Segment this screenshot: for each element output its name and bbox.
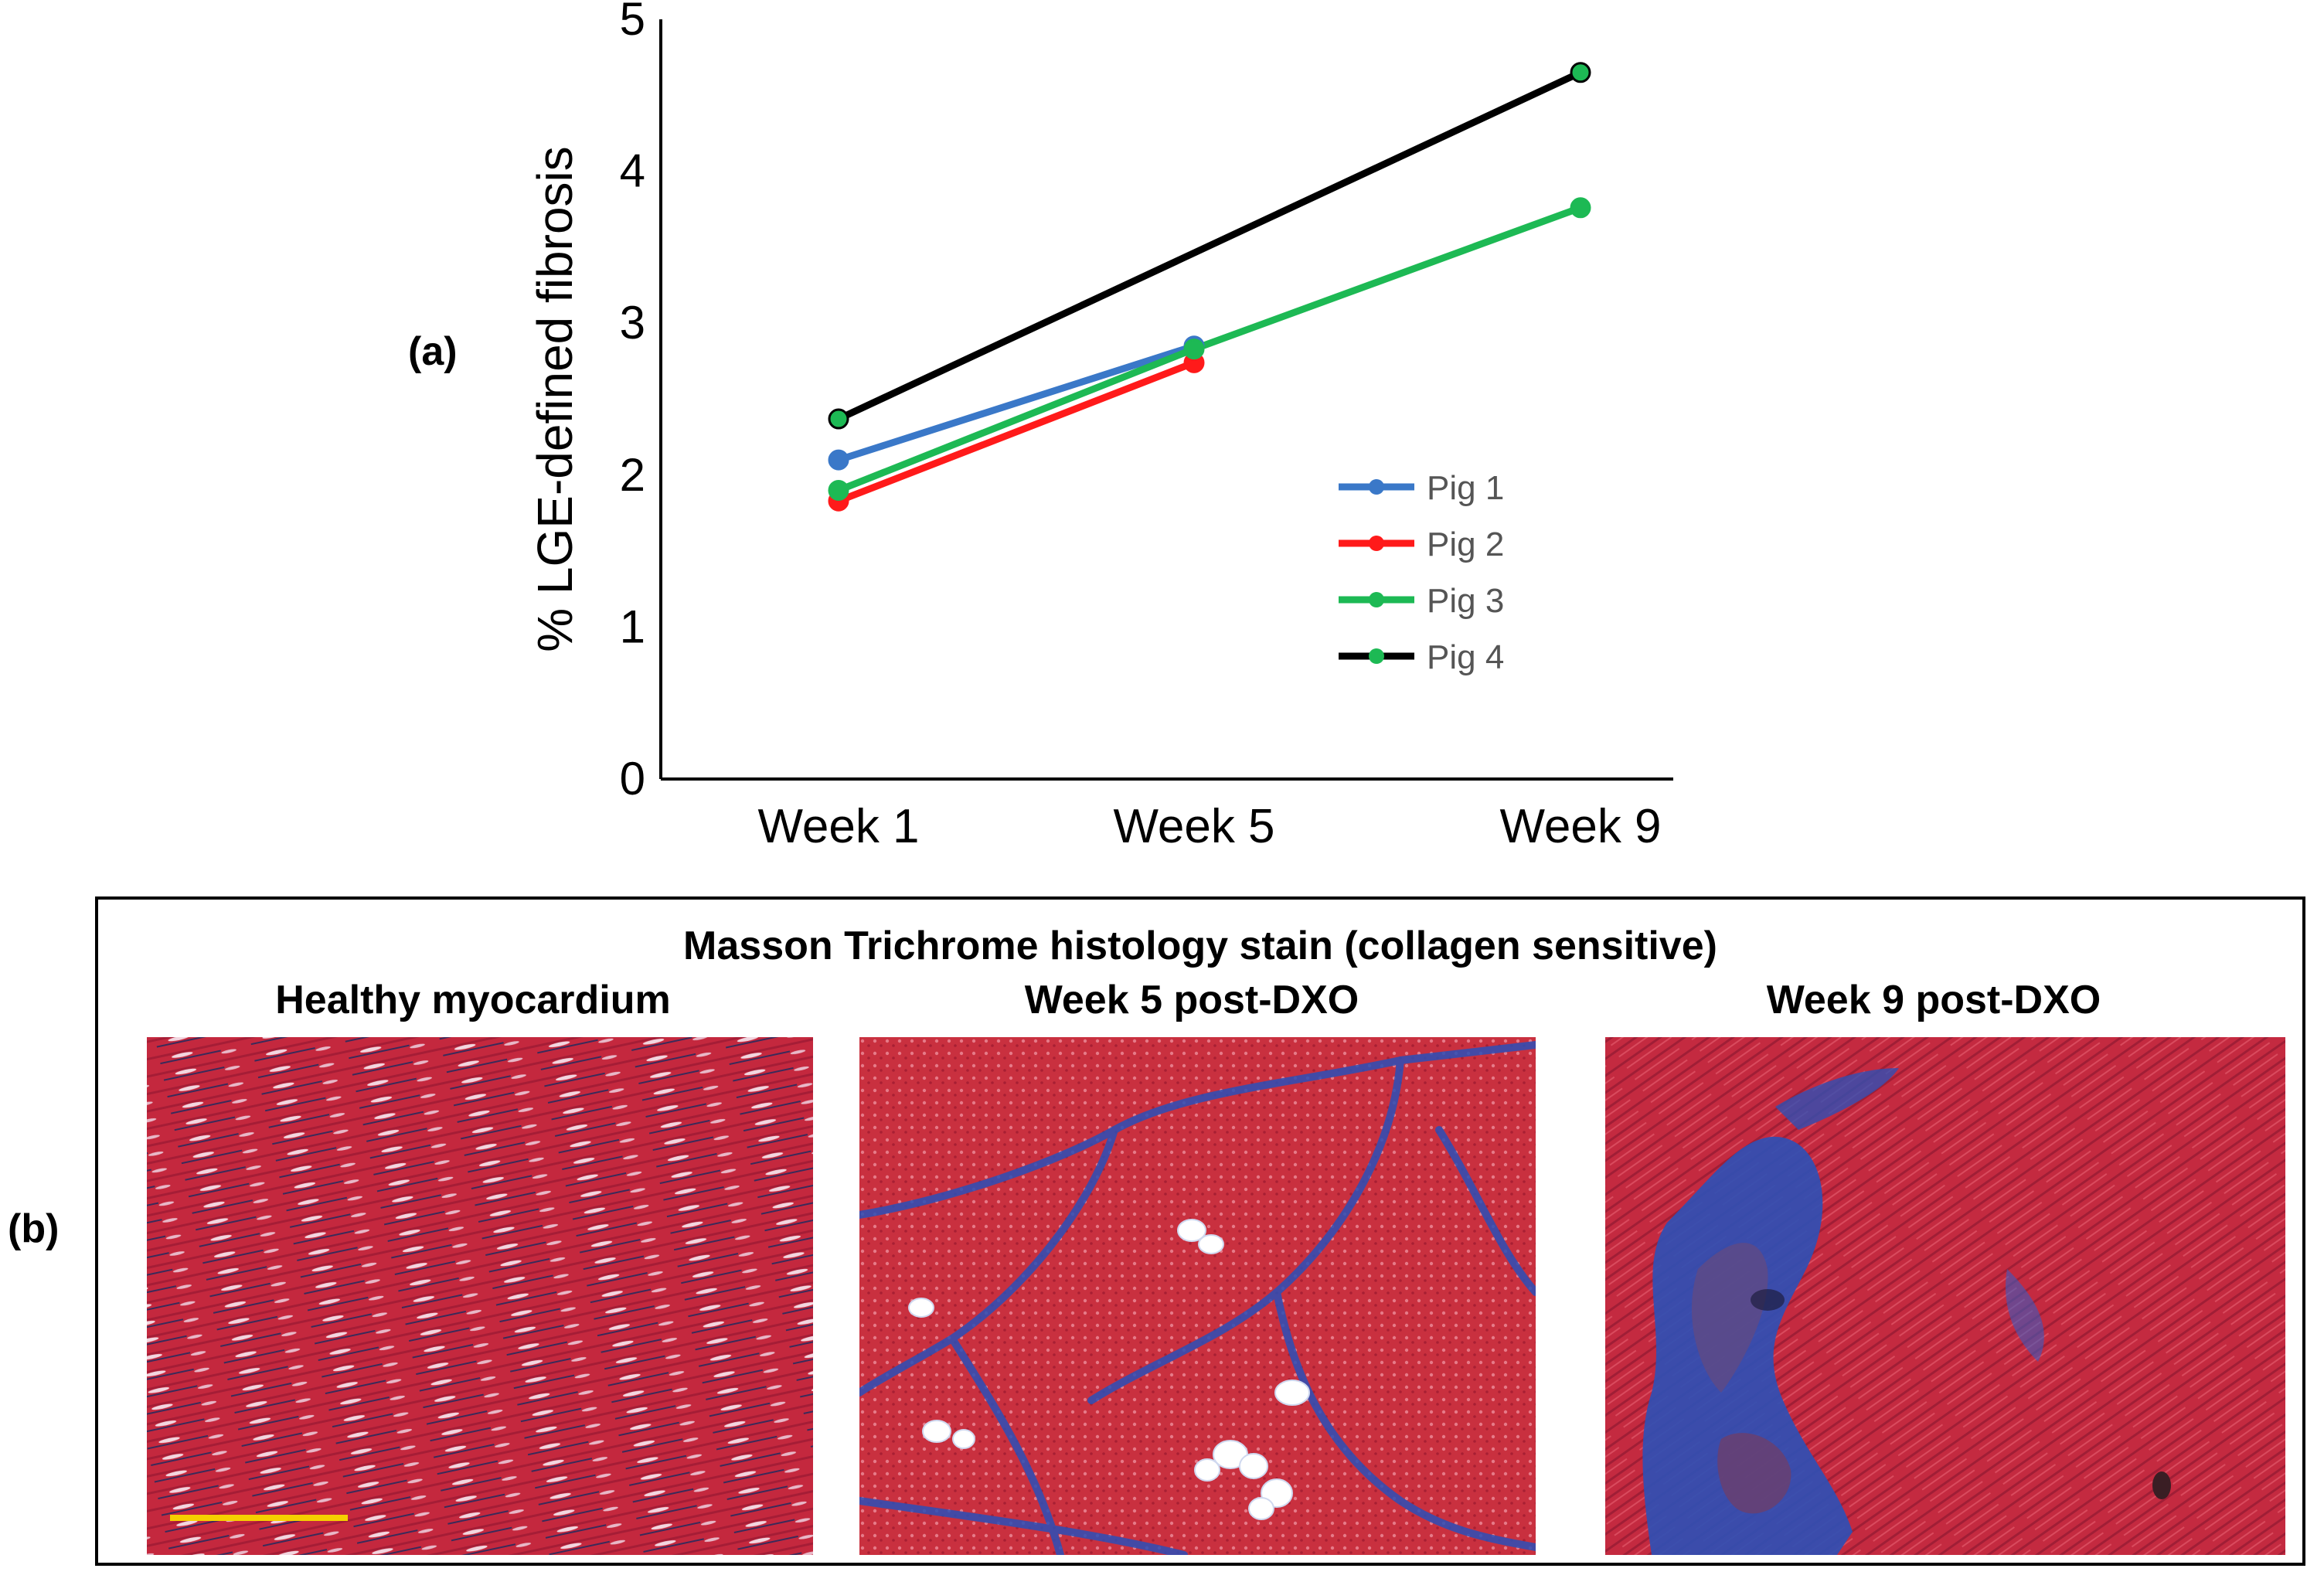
legend-marker [1369, 536, 1384, 551]
week9-fibrosis-micrograph [1605, 1037, 2285, 1555]
data-point [828, 449, 849, 471]
legend-marker [1369, 479, 1384, 495]
data-point [1183, 339, 1205, 360]
histology-panel-title-week9: Week 9 post-DXO [1766, 978, 2101, 1022]
legend-label: Pig 1 [1427, 469, 1504, 507]
y-tick-label: 1 [620, 600, 645, 652]
histology-panel-title-week5: Week 5 post-DXO [1024, 978, 1359, 1022]
data-point [1570, 197, 1591, 219]
panel-label-b: (b) [8, 1206, 60, 1251]
y-tick-label: 3 [620, 297, 645, 349]
legend-label: Pig 3 [1427, 582, 1504, 620]
data-point [828, 479, 849, 501]
histology-panel: Masson Trichrome histology stain (collag… [95, 896, 2305, 1566]
chart-points [828, 62, 1591, 512]
x-tick-label: Week 5 [1113, 800, 1274, 853]
histology-panel-title-healthy: Healthy myocardium [275, 978, 671, 1022]
data-point [828, 408, 849, 430]
y-tick-label: 2 [620, 449, 645, 501]
chart-axes [659, 19, 1673, 781]
healthy-myocardium-micrograph [147, 1037, 813, 1555]
histology-title: Masson Trichrome histology stain (collag… [683, 924, 1717, 968]
x-tick-label: Week 9 [1499, 800, 1661, 853]
series-line-pig-1 [835, 342, 1198, 464]
y-axis-title: % LGE-defined fibrosis [527, 146, 583, 652]
y-tick-label: 4 [620, 145, 645, 197]
scale-bar [170, 1515, 348, 1521]
legend-marker [1369, 648, 1384, 664]
y-tick-label: 0 [620, 753, 645, 805]
y-tick-label: 5 [620, 0, 645, 45]
panel-label-a: (a) [408, 329, 458, 374]
data-point [1570, 62, 1591, 83]
x-tick-label: Week 1 [757, 800, 919, 853]
legend-label: Pig 4 [1427, 638, 1504, 676]
chart-ticks: 0 1 2 3 4 5 Week 1 Week 5 Week 9 % LGE-defined fi… [527, 0, 1662, 853]
line-chart: 0 1 2 3 4 5 Week 1 Week 5 Week 9 % LGE-defined fi… [527, 0, 1673, 853]
week5-fibrosis-micrograph [859, 1037, 1536, 1555]
series-line-pig-3 [835, 204, 1584, 494]
legend-label: Pig 2 [1427, 526, 1504, 563]
chart-lines [835, 69, 1584, 505]
series-line-pig-4 [835, 69, 1584, 423]
chart-legend: Pig 1 Pig 2 Pig 3 Pig 4 [1339, 469, 1504, 676]
series-line-pig-2 [835, 359, 1198, 505]
legend-marker [1369, 592, 1384, 607]
